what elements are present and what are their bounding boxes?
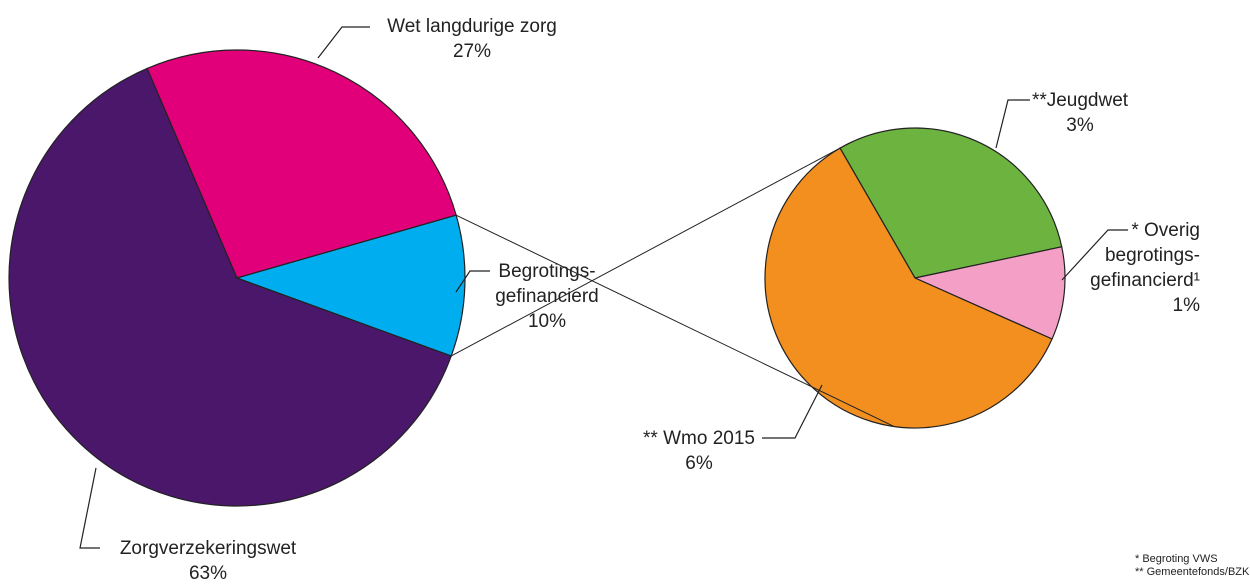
value-label: 3% <box>1066 115 1094 136</box>
leader-line <box>455 270 490 293</box>
leader-line <box>317 26 370 59</box>
leader-line <box>762 384 823 439</box>
slice-label: * Overig begrotings- gefinancierd¹ 1% <box>1090 218 1200 318</box>
pie-slice <box>235 214 466 357</box>
value-label: 10% <box>527 311 567 332</box>
connector-line <box>455 214 895 427</box>
category-label: * Overig begrotings- gefinancierd¹ <box>1090 220 1200 291</box>
pie-slice <box>913 246 1066 340</box>
pie-slice <box>764 147 1053 429</box>
category-label: **Jeugdwet <box>1031 90 1129 111</box>
value-label: 63% <box>188 563 228 584</box>
slice-label: **Jeugdwet 3% <box>1032 88 1128 138</box>
category-label: Zorgverzekeringswet <box>119 538 297 559</box>
slice-label: ** Wmo 2015 6% <box>643 426 755 476</box>
value-label: 1% <box>1172 295 1200 316</box>
category-label: Wet langdurige zorg <box>387 16 557 37</box>
slice-label: Zorgverzekeringswet 63% <box>120 536 296 584</box>
leader-line <box>1061 229 1128 281</box>
value-label: 27% <box>452 41 492 62</box>
pie-slice <box>146 49 457 279</box>
leader-line <box>995 99 1030 149</box>
slice-label: Wet langdurige zorg 27% <box>387 14 557 64</box>
pie-slice <box>839 127 1063 279</box>
connector-line <box>451 142 850 357</box>
slice-label: Begrotings- gefinancierd 10% <box>495 259 599 334</box>
footnote: ** Gemeentefonds/BZK <box>1135 566 1250 578</box>
leader-line <box>79 467 100 549</box>
footnote: * Begroting VWS <box>1135 553 1218 565</box>
pie-slice <box>8 67 453 507</box>
category-label: ** Wmo 2015 <box>643 428 755 449</box>
category-label: Begrotings- gefinancierd <box>495 261 599 307</box>
value-label: 6% <box>685 453 713 474</box>
